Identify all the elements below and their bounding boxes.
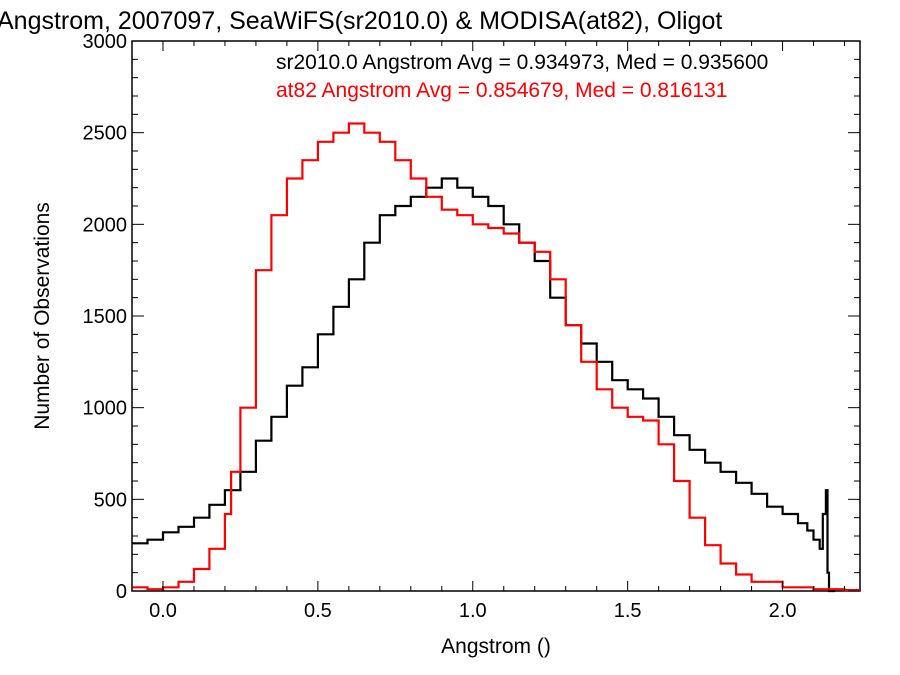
x-tick-label: 2.0 [769, 600, 797, 622]
x-tick-label: 0.5 [304, 600, 332, 622]
x-tick-label: 1.0 [459, 600, 487, 622]
y-axis-ticks: 0 500 1000 1500 2000 2500 3000 [83, 31, 860, 603]
y-tick-label: 2000 [83, 214, 128, 236]
plot-area: 0.0 0.5 1.0 1.5 2.0 0 500 1000 1500 2000 2500 3000 [83, 31, 861, 622]
plot-frame [131, 40, 861, 592]
x-axis-ticks: 0.0 0.5 1.0 1.5 2.0 [131, 41, 846, 622]
series-layer [132, 122, 860, 593]
legend-entry-sr2010: sr2010.0 Angstrom Avg = 0.934973, Med = … [276, 51, 768, 74]
chart-title: Angstrom, 2007097, SeaWiFS(sr2010.0) & M… [0, 7, 722, 35]
x-tick-label: 1.5 [614, 600, 642, 622]
x-tick-label: 0.0 [149, 600, 177, 622]
y-axis-label: Number of Observations [31, 202, 54, 430]
y-tick-label: 2500 [83, 123, 128, 145]
y-tick-label: 1000 [83, 398, 128, 420]
x-axis-label: Angstrom () [441, 635, 551, 658]
y-tick-label: 0 [116, 581, 127, 603]
y-tick-label: 3000 [83, 31, 128, 53]
legend-entry-at82: at82 Angstrom Avg = 0.854679, Med = 0.81… [276, 79, 727, 102]
series-line-0 [132, 177, 836, 593]
y-tick-label: 500 [94, 489, 127, 511]
series-line-1 [132, 122, 860, 592]
y-tick-label: 1500 [83, 306, 128, 328]
